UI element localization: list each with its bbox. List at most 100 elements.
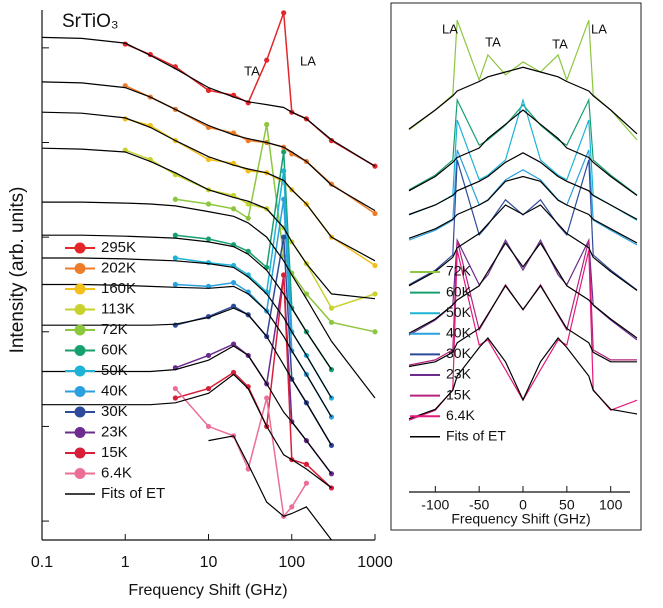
x-axis-label: Frequency Shift (GHz) <box>451 511 590 527</box>
data-point <box>328 395 335 401</box>
legend-marker <box>74 283 86 295</box>
data-line <box>174 388 308 519</box>
legend-label: 72K <box>446 263 472 279</box>
legend-label: 40K <box>101 382 128 399</box>
data-point <box>245 215 251 221</box>
data-point <box>230 279 237 286</box>
data-line <box>408 19 638 141</box>
legend-marker <box>74 427 86 438</box>
legend-marker <box>74 345 86 356</box>
legend-label: 23K <box>101 423 128 440</box>
legend-marker <box>74 263 86 274</box>
data-point <box>289 504 295 510</box>
panel-frame <box>390 2 642 531</box>
x-tick-label: 100 <box>278 554 305 571</box>
legend-label: 72K <box>101 321 128 338</box>
data-point <box>328 305 335 311</box>
y-axis-label: Intensity (arb. units) <box>7 187 28 354</box>
data-line <box>408 249 638 421</box>
legend-label: 40K <box>446 325 472 341</box>
legend-marker <box>74 324 86 336</box>
x-tick-label: 0.1 <box>31 554 53 571</box>
data-line <box>408 97 638 196</box>
data-point <box>264 121 270 128</box>
chart-title: SrTiO₃ <box>62 11 119 32</box>
data-point <box>205 423 212 430</box>
data-point <box>372 210 378 217</box>
data-point <box>205 87 212 94</box>
data-line <box>175 124 376 333</box>
fit-curve <box>41 147 376 300</box>
data-point <box>230 206 237 212</box>
fit-curve <box>42 345 332 475</box>
data-point <box>372 291 378 297</box>
x-tick-label: 100 <box>599 497 623 513</box>
legend-label: 60K <box>101 341 128 358</box>
annotation: TA <box>485 34 501 49</box>
x-tick-label: 10 <box>200 554 218 571</box>
data-point <box>264 395 270 401</box>
legend-marker <box>74 447 86 459</box>
x-tick-label: 0 <box>519 497 527 513</box>
fit-curve <box>408 66 638 135</box>
x-axis-label: Frequency Shift (GHz) <box>128 582 287 599</box>
data-point <box>281 234 287 240</box>
fit-curve <box>42 234 332 370</box>
legend-label: 23K <box>446 366 472 382</box>
legend-label: 50K <box>446 304 472 320</box>
legend-label: 160K <box>101 280 136 297</box>
data-point <box>281 168 287 174</box>
fit-curve <box>41 81 376 212</box>
data-point <box>281 196 287 202</box>
fit-curve <box>408 284 637 368</box>
annotation: LA <box>300 53 316 68</box>
fit-curve <box>408 152 638 220</box>
data-point <box>172 281 178 288</box>
x-tick-label: 1000 <box>357 554 393 571</box>
x-tick-label: 50 <box>559 497 575 513</box>
legend-label: 15K <box>446 386 472 402</box>
data-point <box>205 385 212 392</box>
legend-label: 295K <box>101 239 136 256</box>
fit-curve <box>41 111 376 262</box>
annotation: TA <box>244 63 260 78</box>
data-point <box>172 255 178 261</box>
data-point <box>172 232 178 238</box>
data-point <box>281 272 287 278</box>
data-point <box>230 341 237 347</box>
data-point <box>245 248 251 254</box>
fit-curve <box>408 175 638 244</box>
data-line <box>408 149 638 246</box>
fit-curve <box>42 373 332 489</box>
data-point <box>230 303 237 309</box>
legend-marker <box>74 406 86 418</box>
legend-label: 6.4K <box>446 407 475 423</box>
data-line <box>175 199 333 418</box>
legend-marker <box>74 365 86 377</box>
data-point <box>303 461 310 467</box>
data-point <box>230 369 237 376</box>
fit-curve <box>408 241 638 339</box>
data-point <box>372 262 378 269</box>
data-point <box>328 319 335 325</box>
fit-curve <box>408 204 638 291</box>
data-point <box>205 352 212 359</box>
annotation: LA <box>442 21 458 36</box>
annotation: TA <box>552 36 568 51</box>
legend-label: 50K <box>101 362 128 379</box>
legend-label: 30K <box>101 403 128 420</box>
data-point <box>205 236 212 242</box>
legend-label: Fits of ET <box>446 428 506 444</box>
fit-curve <box>408 109 638 196</box>
legend-label: 6.4K <box>101 464 132 481</box>
legend-label: 202K <box>101 259 136 276</box>
annotation: LA <box>591 21 607 36</box>
data-line <box>408 239 637 366</box>
fit-curve <box>208 435 332 541</box>
fit-curve <box>42 201 376 399</box>
legend-label: Fits of ET <box>101 485 165 502</box>
data-point <box>281 149 287 155</box>
x-tick-label: 1 <box>121 554 130 571</box>
